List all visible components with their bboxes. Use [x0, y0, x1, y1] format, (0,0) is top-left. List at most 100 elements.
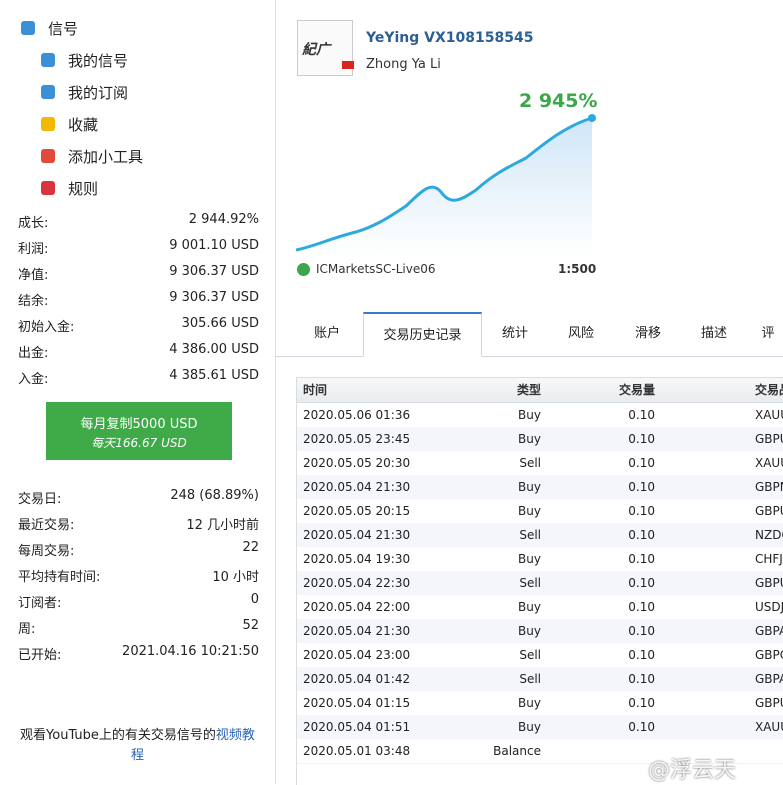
table-row: 2020.05.05 20:30 Sell 0.10 XAUU — [297, 451, 783, 476]
menu-item[interactable]: 收藏 — [68, 116, 99, 134]
table-cell: Sell — [519, 576, 541, 590]
table-cell: Sell — [519, 648, 541, 662]
table-cell: 0.10 — [628, 456, 655, 470]
table-cell: Buy — [518, 600, 541, 614]
footer-link[interactable]: 视频教程 — [130, 728, 255, 763]
header-cell: 时间 — [303, 383, 328, 397]
tabs: 账户 交易历史记录 统计 风险 滑移 描述 评 — [276, 312, 783, 357]
table-cell: GBPA — [755, 624, 783, 638]
chart-end — [588, 114, 596, 122]
menu-icon — [41, 181, 55, 195]
table-cell: GBPU — [755, 432, 783, 446]
table-cell: 2020.05.04 01:42 — [303, 672, 411, 686]
button-title: 每月复制5000 USD — [80, 417, 198, 432]
table-cell: 2020.05.04 01:15 — [303, 696, 411, 710]
header-cell: 类型 — [516, 383, 541, 397]
table-cell: 2020.05.04 22:30 — [303, 576, 411, 590]
table-cell: 0.10 — [628, 720, 655, 734]
table-row: 2020.05.04 21:30 Sell 0.10 NZDC — [297, 523, 783, 548]
table-cell: 0.10 — [628, 672, 655, 686]
button-subtitle: 每天166.67 USD — [91, 436, 187, 450]
profile-name[interactable]: YeYing VX108158545 — [366, 30, 534, 46]
stat-value: 2021.04.16 10:21:50 — [122, 644, 259, 659]
stat-label: 成长: — [18, 216, 49, 231]
table-cell: 0.10 — [628, 624, 655, 638]
table-cell: Buy — [518, 432, 541, 446]
table-cell: 0.10 — [628, 600, 655, 614]
stat-label: 交易日: — [18, 492, 62, 507]
stat-label: 平均持有时间: — [18, 570, 101, 585]
tab[interactable]: 交易历史记录 — [363, 312, 482, 357]
stat-value: 9 001.10 USD — [169, 238, 259, 253]
table-cell: 0.10 — [628, 576, 655, 590]
table-cell: 0.10 — [628, 696, 655, 710]
tab[interactable]: 滑移 — [634, 326, 661, 341]
stat-value: 12 几小时前 — [186, 518, 259, 533]
table-cell: 0.10 — [628, 504, 655, 518]
table-cell: GBPU — [755, 504, 783, 518]
stat-value: 10 小时 — [212, 570, 259, 585]
server: ICMarketsSC-Live06 — [316, 262, 436, 276]
table-cell: GBPA — [755, 672, 783, 686]
table-cell: Sell — [519, 528, 541, 542]
table-cell: GBPU — [755, 576, 783, 590]
table-row: 2020.05.04 21:30 Buy 0.10 GBPN — [297, 475, 783, 500]
stat-label: 初始入金: — [18, 320, 75, 335]
stat-label: 订阅者: — [18, 596, 62, 611]
stat-value: 9 306.37 USD — [169, 290, 259, 305]
chart-area — [296, 118, 592, 255]
table-row: 2020.05.04 01:15 Buy 0.10 GBPU — [297, 691, 783, 716]
table-cell: 2020.05.04 01:51 — [303, 720, 411, 734]
table-row: 2020.05.04 22:30 Sell 0.10 GBPU — [297, 571, 783, 596]
stat-label: 出金: — [18, 346, 49, 361]
table-cell: Buy — [518, 696, 541, 710]
avatar: 紀广 — [297, 20, 354, 76]
table-cell: 0.10 — [628, 648, 655, 662]
menu-item[interactable]: 我的订阅 — [68, 84, 129, 102]
stat-value: 52 — [242, 618, 259, 633]
table-cell: GBPN — [755, 480, 783, 494]
table-cell: 2020.05.01 03:48 — [303, 744, 411, 758]
tab[interactable]: 描述 — [700, 326, 727, 341]
table-row: 2020.05.04 23:00 Sell 0.10 GBPC — [297, 643, 783, 668]
stat-value: 305.66 USD — [181, 316, 259, 331]
growth: 2 945% — [519, 90, 598, 112]
table-cell: USDJ — [755, 600, 783, 614]
tab[interactable]: 统计 — [501, 326, 528, 341]
menu-icon — [41, 53, 55, 67]
menu-icon — [41, 117, 55, 131]
menu-item[interactable]: 添加小工具 — [68, 148, 144, 166]
tab[interactable]: 评 — [761, 326, 775, 341]
menu-item[interactable]: 我的信号 — [68, 52, 129, 70]
stat-value: 0 — [250, 592, 259, 607]
table-row: 2020.05.04 01:51 Buy 0.10 XAUU — [297, 715, 783, 740]
table-cell: XAUU — [755, 456, 783, 470]
table-cell: Buy — [518, 552, 541, 566]
stat-value: 9 306.37 USD — [169, 264, 259, 279]
profile-owner: Zhong Ya Li — [366, 57, 441, 72]
table-cell: 2020.05.04 21:30 — [303, 624, 411, 638]
tab[interactable]: 风险 — [567, 326, 594, 341]
table-row: 2020.05.05 20:15 Buy 0.10 GBPU — [297, 499, 783, 524]
table-row: 2020.05.04 19:30 Buy 0.10 CHFJ — [297, 547, 783, 572]
menu-item[interactable]: 规则 — [68, 180, 99, 198]
table-cell: 0.10 — [628, 480, 655, 494]
header-cell: 交易量 — [618, 383, 655, 397]
table-cell: XAUU — [755, 408, 783, 422]
table-cell: 0.10 — [628, 432, 655, 446]
table-cell: Sell — [519, 456, 541, 470]
table-cell: Balance — [493, 744, 541, 758]
table-cell: 0.10 — [628, 408, 655, 422]
table-cell: Buy — [518, 480, 541, 494]
table-cell: 0.10 — [628, 552, 655, 566]
table-cell: GBPU — [755, 696, 783, 710]
table-row: 2020.05.04 22:00 Buy 0.10 USDJ — [297, 595, 783, 620]
watermark: @浮云天 — [648, 758, 737, 783]
copy-button[interactable]: 每月复制5000 USD 每天166.67 USD — [46, 402, 232, 460]
tab[interactable]: 账户 — [313, 326, 340, 341]
table-cell: 0.10 — [628, 528, 655, 542]
verified-icon — [297, 263, 310, 276]
menu-item[interactable]: 信号 — [48, 20, 79, 38]
chart-line — [296, 116, 593, 252]
table-row: 2020.05.04 01:42 Sell 0.10 GBPA — [297, 667, 783, 692]
